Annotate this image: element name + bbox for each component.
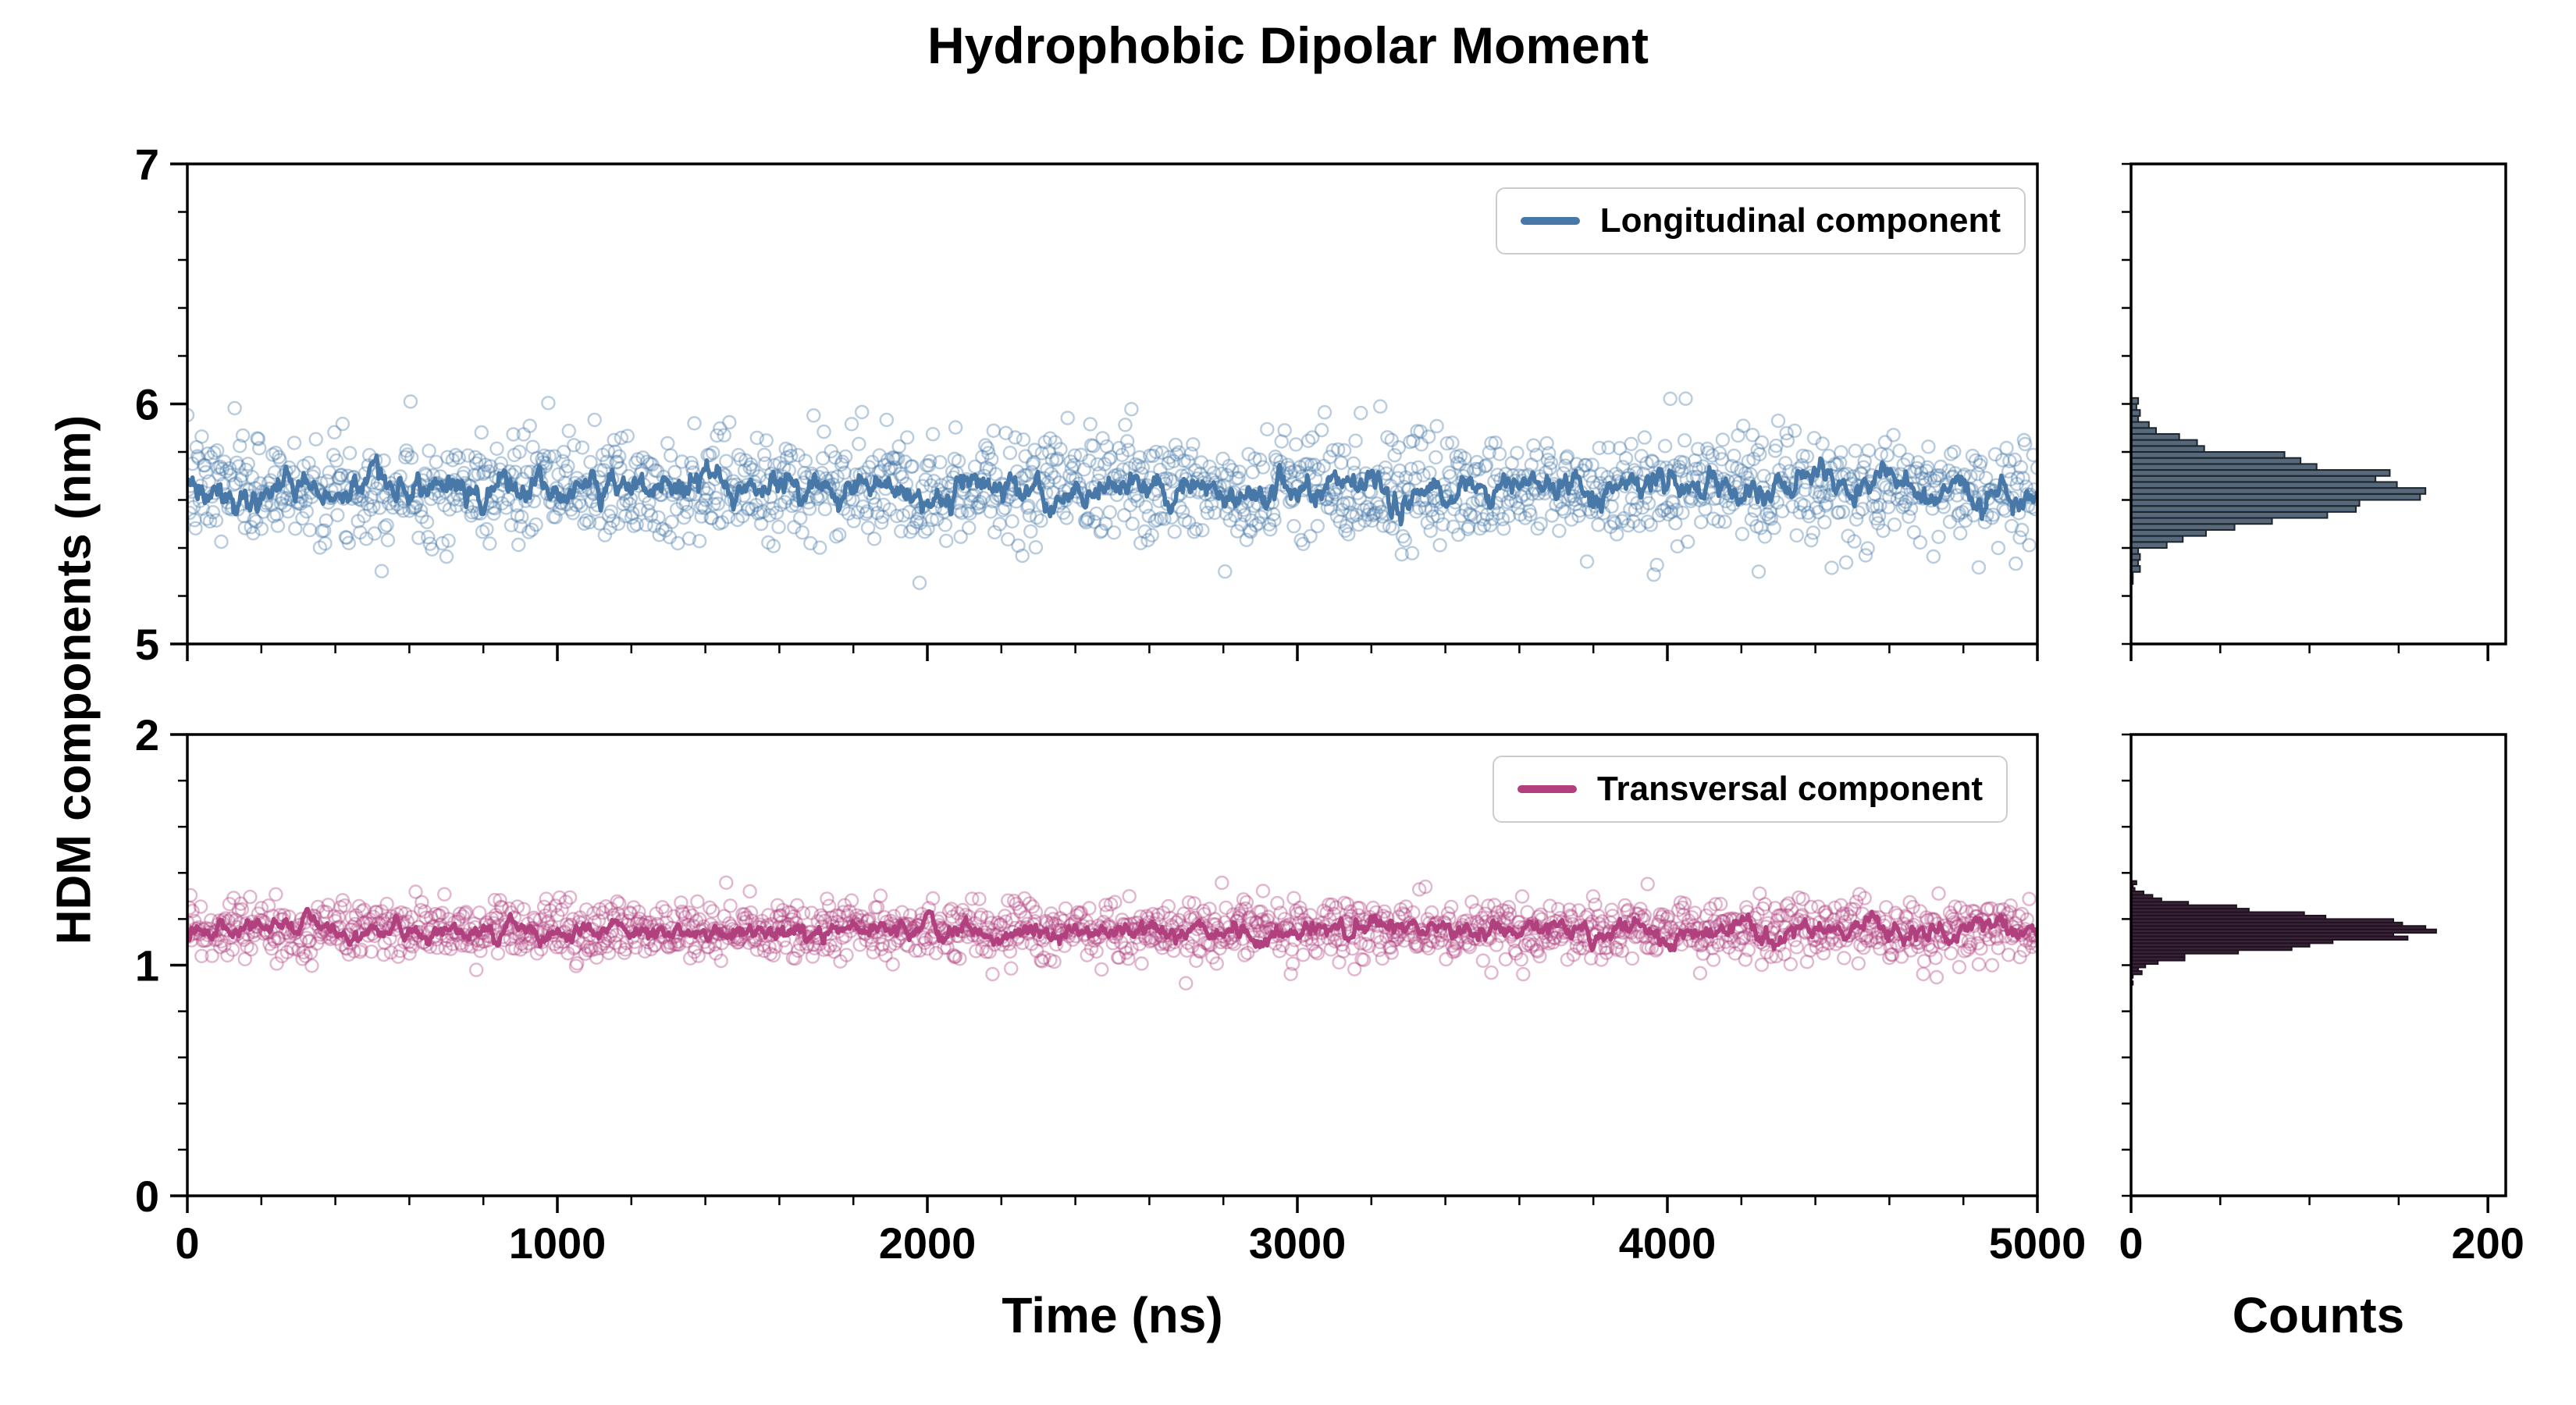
legend-transversal: Transversal component	[1493, 756, 2008, 823]
svg-text:5000: 5000	[1989, 1218, 2087, 1268]
legend-line-longitudinal-icon	[1520, 217, 1580, 225]
svg-text:3000: 3000	[1249, 1218, 1347, 1268]
svg-text:7: 7	[135, 140, 159, 189]
svg-text:2000: 2000	[879, 1218, 977, 1268]
panel-transversal-histogram: 0 200	[2119, 733, 2524, 1268]
legend-label-transversal: Transversal component	[1597, 770, 1983, 808]
legend-longitudinal: Longitudinal component	[1495, 187, 2026, 254]
x-axis-label-counts: Counts	[2232, 1287, 2405, 1343]
panel-longitudinal-histogram	[2122, 162, 2507, 661]
legend-label-longitudinal: Longitudinal component	[1599, 201, 2001, 240]
svg-text:0: 0	[2119, 1218, 2143, 1268]
svg-text:2: 2	[135, 710, 159, 759]
svg-text:6: 6	[135, 380, 159, 429]
svg-text:0: 0	[175, 1218, 199, 1268]
x-axis-label-time: Time (ns)	[1002, 1287, 1223, 1343]
svg-text:1: 1	[135, 941, 159, 991]
panel-longitudinal-timeseries: 5 6 7	[135, 140, 2039, 669]
svg-text:0: 0	[135, 1172, 159, 1221]
panel-transversal-timeseries: 0 1000 2000 3000 4000 5000 0 1 2	[135, 710, 2086, 1268]
legend-line-transversal-icon	[1517, 785, 1578, 793]
svg-text:1000: 1000	[509, 1218, 607, 1268]
svg-text:200: 200	[2451, 1218, 2524, 1268]
svg-text:4000: 4000	[1619, 1218, 1717, 1268]
figure-title: Hydrophobic Dipolar Moment	[927, 16, 1649, 74]
svg-text:5: 5	[135, 620, 159, 669]
